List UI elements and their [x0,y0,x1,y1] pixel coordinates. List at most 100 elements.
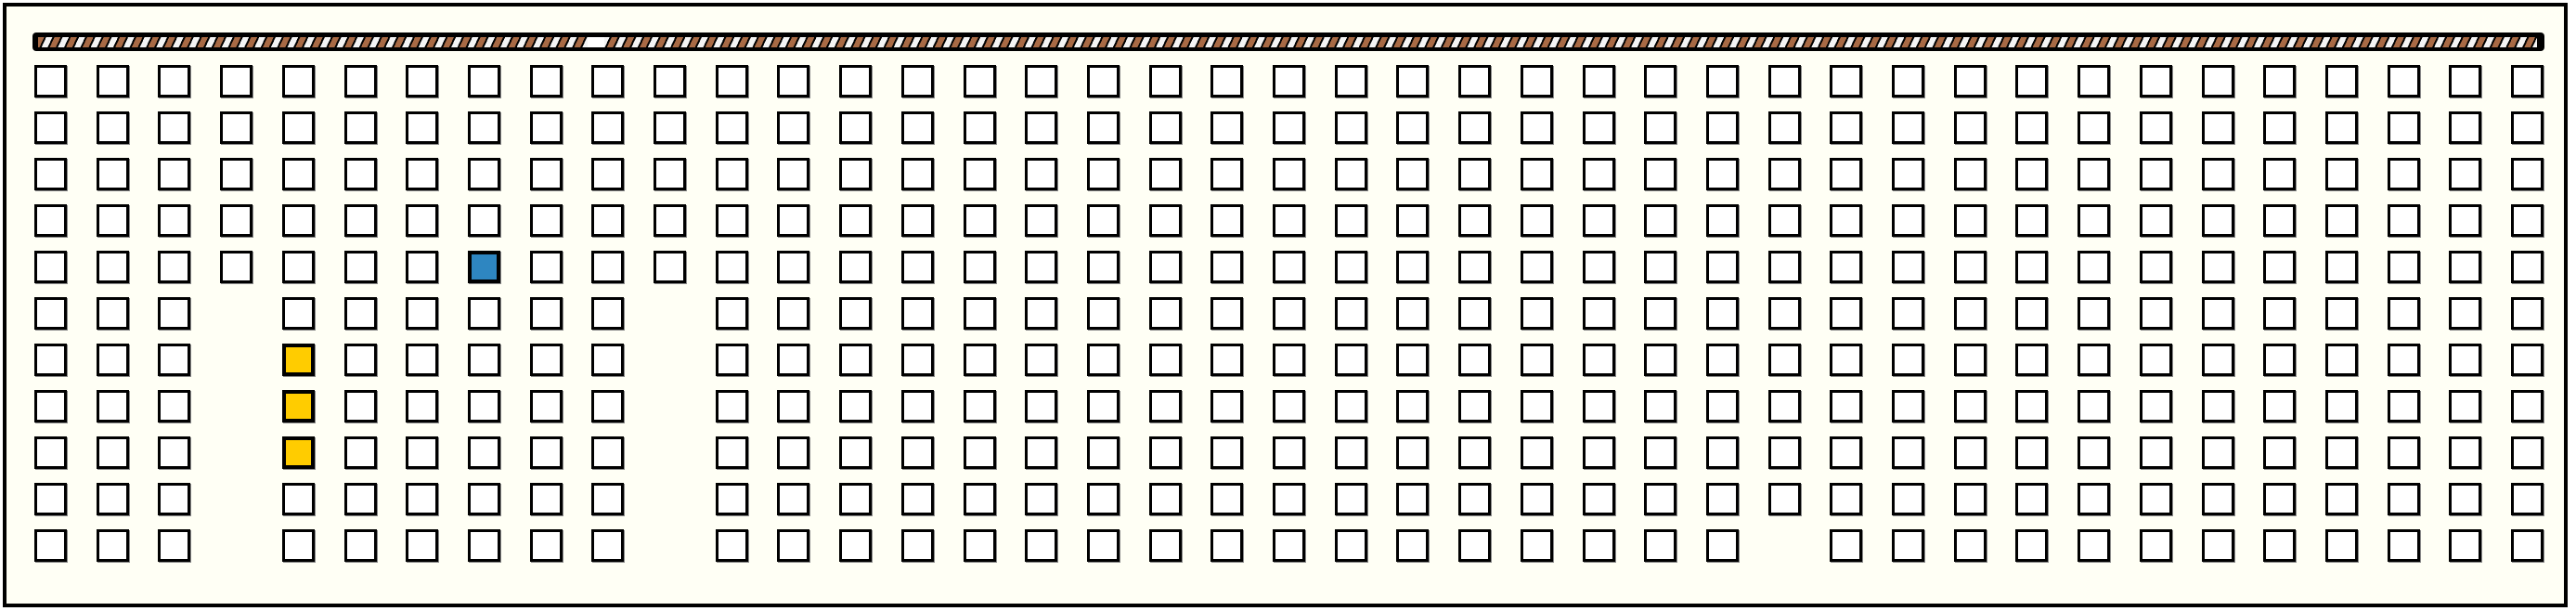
grid-cell[interactable] [1706,111,1739,144]
grid-cell[interactable] [2015,436,2048,469]
grid-cell[interactable] [901,390,934,422]
grid-cell[interactable] [839,111,872,144]
grid-cell[interactable] [777,529,809,562]
grid-cell[interactable] [839,65,872,98]
grid-cell[interactable] [406,529,438,562]
grid-cell[interactable] [34,436,67,469]
grid-cell[interactable] [777,390,809,422]
grid-cell[interactable] [2449,251,2481,283]
grid-cell[interactable] [1458,529,1491,562]
grid-cell[interactable] [2511,529,2544,562]
grid-cell[interactable] [1273,344,1305,376]
grid-cell[interactable] [530,529,563,562]
grid-cell[interactable] [2263,158,2296,190]
grid-cell[interactable] [1458,436,1491,469]
grid-cell[interactable] [1396,344,1429,376]
grid-cell[interactable] [591,436,624,469]
grid-cell[interactable] [1830,204,1862,237]
grid-cell[interactable] [2449,390,2481,422]
grid-cell[interactable] [1706,65,1739,98]
grid-cell[interactable] [2388,344,2420,376]
grid-cell[interactable] [777,158,809,190]
grid-cell[interactable] [1335,436,1367,469]
grid-cell[interactable] [2388,483,2420,515]
grid-cell[interactable] [1087,483,1120,515]
grid-cell[interactable] [716,251,748,283]
grid-cell[interactable] [964,251,996,283]
grid-cell[interactable] [2015,158,2048,190]
grid-cell[interactable] [839,390,872,422]
grid-cell[interactable] [1768,204,1801,237]
grid-cell[interactable] [2015,483,2048,515]
grid-cell[interactable] [901,204,934,237]
grid-cell[interactable] [1706,158,1739,190]
grid-cell[interactable] [2263,65,2296,98]
grid-cell[interactable] [1706,297,1739,330]
grid-cell[interactable] [1458,390,1491,422]
grid-cell[interactable] [2202,529,2234,562]
grid-cell[interactable] [468,529,500,562]
grid-cell[interactable] [1396,111,1429,144]
grid-cell[interactable] [2078,436,2110,469]
grid-cell[interactable] [2202,344,2234,376]
grid-cell[interactable] [2325,390,2358,422]
grid-cell[interactable] [1768,158,1801,190]
grid-cell[interactable] [2140,297,2172,330]
grid-cell[interactable] [2202,436,2234,469]
grid-cell[interactable] [2263,344,2296,376]
grid-cell[interactable] [344,390,377,422]
grid-cell[interactable] [158,390,190,422]
grid-cell[interactable] [158,483,190,515]
grid-cell[interactable] [2388,111,2420,144]
grid-cell[interactable] [530,297,563,330]
grid-cell[interactable] [344,204,377,237]
grid-cell[interactable] [716,436,748,469]
grid-cell[interactable] [1521,158,1553,190]
grid-cell[interactable] [1087,158,1120,190]
grid-cell[interactable] [1830,65,1862,98]
grid-cell[interactable] [2140,483,2172,515]
grid-cell[interactable] [777,344,809,376]
grid-cell[interactable] [654,111,686,144]
grid-cell[interactable] [1954,65,1987,98]
grid-cell[interactable] [34,111,67,144]
grid-cell[interactable] [777,297,809,330]
grid-cell[interactable] [2449,204,2481,237]
grid-cell[interactable] [591,251,624,283]
grid-cell[interactable] [34,65,67,98]
grid-cell[interactable] [1644,529,1676,562]
grid-cell[interactable] [2078,529,2110,562]
grid-cell[interactable] [901,529,934,562]
grid-cell[interactable] [1644,204,1676,237]
grid-cell[interactable] [1273,436,1305,469]
grid-cell[interactable] [406,483,438,515]
grid-cell[interactable] [1892,204,1924,237]
grid-cell[interactable] [1521,344,1553,376]
grid-cell[interactable] [1954,111,1987,144]
grid-cell[interactable] [1892,111,1924,144]
grid-cell[interactable] [1954,529,1987,562]
grid-cell[interactable] [1954,251,1987,283]
grid-cell[interactable] [406,390,438,422]
grid-cell[interactable] [777,111,809,144]
grid-cell[interactable] [1273,529,1305,562]
grid-cell[interactable] [716,297,748,330]
grid-cell[interactable] [1644,390,1676,422]
grid-cell[interactable] [2263,529,2296,562]
grid-cell[interactable] [1025,204,1057,237]
grid-cell[interactable] [2202,158,2234,190]
grid-cell[interactable] [2263,204,2296,237]
grid-cell[interactable] [530,251,563,283]
grid-cell[interactable] [97,111,129,144]
grid-cell[interactable] [1025,251,1057,283]
grid-cell[interactable] [1830,158,1862,190]
grid-cell[interactable] [2140,529,2172,562]
grid-cell[interactable] [1768,111,1801,144]
grid-cell[interactable] [901,483,934,515]
grid-cell[interactable] [1644,158,1676,190]
grid-cell[interactable] [1830,529,1862,562]
grid-cell[interactable] [530,65,563,98]
grid-cell[interactable] [1396,297,1429,330]
grid-cell[interactable] [1025,65,1057,98]
grid-cell[interactable] [654,251,686,283]
